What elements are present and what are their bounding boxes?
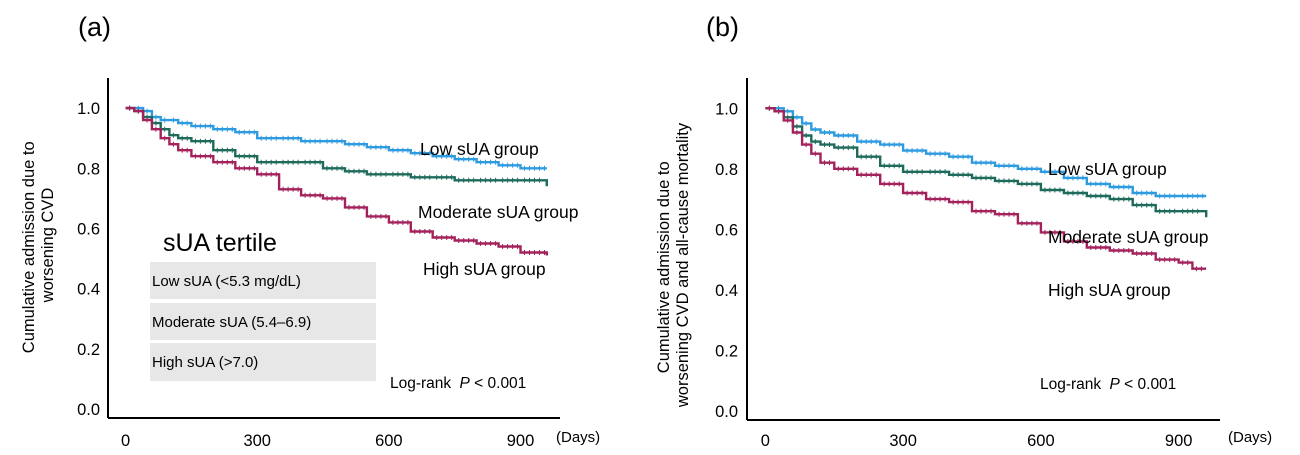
panel-a-logrank-p: P — [460, 375, 471, 392]
panel-a-curve-high — [125, 106, 548, 256]
panel-a-series-label-low: Low sUA group — [420, 139, 539, 159]
panel-a-x-unit: (Days) — [556, 429, 600, 446]
panel-b-ylabel: Cumulative admission due to worsening CV… — [655, 122, 692, 408]
panel-b-ylabel-line-1: Cumulative admission due to — [655, 161, 673, 373]
panel-a-y-tick-label: 0.6 — [77, 220, 100, 238]
panel-a-y-tick-label: 0.8 — [77, 160, 100, 178]
panel-a-legend-row-3: High sUA (>7.0) — [152, 354, 258, 371]
panel-a-y-tick-label: 0.0 — [77, 401, 100, 419]
panel-a-y-tick-label: 0.2 — [77, 341, 100, 359]
panel-b-series-label-high: High sUA group — [1048, 280, 1171, 300]
panel-a-curve-moderate — [125, 106, 548, 187]
panel-a-series-label-high: High sUA group — [423, 259, 546, 279]
panel-a-x-tick-label: 0 — [121, 432, 130, 450]
panel-a-series-label-moderate: Moderate sUA group — [418, 202, 579, 222]
panel-b-y-tick-label: 0.2 — [715, 342, 738, 360]
panel-a-ylabel: Cumulative admission due to worsening CV… — [20, 137, 57, 353]
panel-a-logrank-suffix: < 0.001 — [474, 375, 526, 392]
panel-b-x-unit: (Days) — [1228, 429, 1272, 446]
panel-b-x-tick-label: 900 — [1165, 432, 1193, 450]
panel-a-legend-title: sUA tertile — [163, 229, 277, 257]
panel-a-curves — [125, 105, 548, 256]
panel-a-x-ticks: 0 300 600 900 — [121, 432, 534, 450]
panel-a-legend-row-3-bg — [150, 343, 376, 381]
panel-a-logrank-prefix: Log-rank — [390, 375, 451, 392]
panel-b-x-tick-label: 0 — [761, 432, 770, 450]
panel-b-y-tick-label: 0.6 — [715, 221, 738, 239]
panel-b-logrank-suffix: < 0.001 — [1124, 376, 1176, 393]
panel-a-ylabel-line-1: Cumulative admission due to — [20, 141, 38, 353]
panel-b-y-tick-label: 1.0 — [715, 100, 738, 118]
panel-b-series-label-moderate: Moderate sUA group — [1048, 227, 1209, 247]
panel-b-censor-marks-high — [768, 105, 1202, 272]
panel-b-logrank: Log-rank P < 0.001 — [1040, 376, 1176, 393]
panel-a-legend-row-2: Moderate sUA (5.4–6.9) — [152, 314, 311, 331]
panel-a-legend: sUA tertile Low sUA (<5.3 mg/dL) Moderat… — [150, 229, 376, 381]
panel-b-curve-moderate — [765, 107, 1208, 218]
panel-a-x-tick-label: 900 — [507, 432, 535, 450]
panel-b-ylabel-line-2: worsening CVD and all-cause mortality — [674, 122, 692, 408]
panel-a-label: (a) — [78, 12, 111, 42]
panel-a-x-tick-label: 600 — [375, 432, 403, 450]
panel-a-logrank: Log-rank P < 0.001 — [390, 375, 526, 392]
panel-b-y-tick-label: 0.4 — [715, 282, 738, 300]
panel-b-curve-high — [765, 107, 1207, 270]
panel-b-y-tick-label: 0.8 — [715, 161, 738, 179]
panel-b: (b) Cumulative admission due to worsenin… — [655, 12, 1272, 450]
panel-a-legend-row-1-bg — [150, 262, 376, 299]
panel-b-x-ticks: 0 300 600 900 — [761, 432, 1193, 450]
panel-b-curve-low — [765, 107, 1207, 198]
panel-a-y-ticks: 0.0 0.2 0.4 0.6 0.8 1.0 — [77, 100, 100, 419]
panel-b-x-tick-label: 300 — [889, 432, 917, 450]
panel-b-y-tick-label: 0.0 — [715, 403, 738, 421]
panel-b-logrank-prefix: Log-rank — [1040, 376, 1101, 393]
panel-b-curves — [765, 105, 1208, 272]
panel-b-y-ticks: 0.0 0.2 0.4 0.6 0.8 1.0 — [715, 100, 738, 421]
panel-a-legend-row-1: Low sUA (<5.3 mg/dL) — [152, 273, 301, 290]
panel-b-censor-marks-low — [768, 105, 1204, 199]
panel-b-logrank-p: P — [1110, 376, 1121, 393]
panel-b-x-tick-label: 600 — [1027, 432, 1055, 450]
panel-a-y-tick-label: 0.4 — [77, 281, 100, 299]
panel-a-x-tick-label: 300 — [243, 432, 271, 450]
panel-a-legend-row-2-bg — [150, 303, 376, 340]
panel-a: (a) Cumulative admission due to worsenin… — [20, 12, 600, 450]
panel-a-y-tick-label: 1.0 — [77, 100, 100, 118]
panel-b-series-label-low: Low sUA group — [1048, 159, 1167, 179]
panel-a-ylabel-line-2: worsening CVD — [39, 188, 57, 304]
panel-b-label: (b) — [706, 12, 739, 42]
panel-a-censor-marks-high — [129, 105, 545, 255]
